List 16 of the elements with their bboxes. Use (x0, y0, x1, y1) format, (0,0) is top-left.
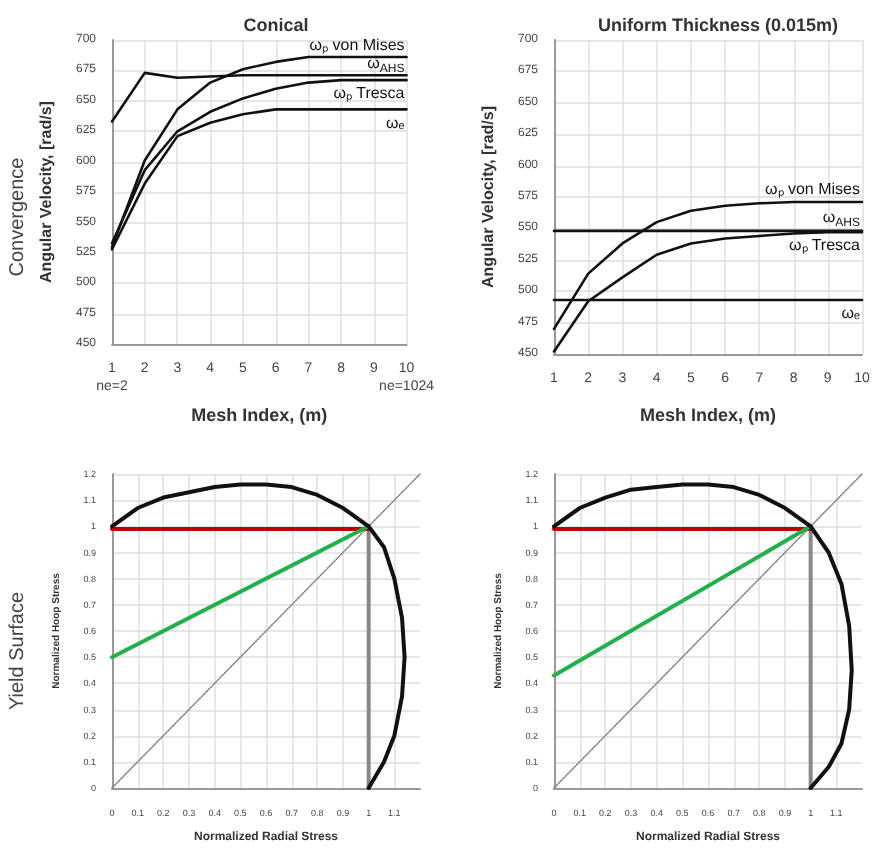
series-label: ω$_{AHS}$ (367, 53, 405, 76)
series-label: ωₚ Tresca (789, 236, 860, 255)
x-axis-title: Mesh Index, (m) (639, 405, 777, 425)
y-axis-title: Angular Velocity, [rad/s] (479, 105, 498, 288)
series-label: ωₚ Tresca (333, 84, 405, 103)
text: Convergence (7, 156, 29, 277)
series-label: ωₚ von Mises (765, 180, 860, 198)
text: Yield Surface (7, 591, 29, 711)
chart-title: Uniform Thickness (0.015m) (597, 15, 839, 35)
series-label: ωₑ (386, 113, 405, 132)
series-label: ωₑ (841, 303, 860, 322)
series-label: ωₚ von Mises (309, 35, 405, 54)
x-axis-title: Mesh Index, (m) (191, 405, 328, 425)
chart-title: Conical (243, 15, 309, 35)
series-label: ω$_{AHS}$ (822, 208, 860, 231)
y-axis-title: Angular Velocity, [rad/s] (37, 100, 56, 284)
